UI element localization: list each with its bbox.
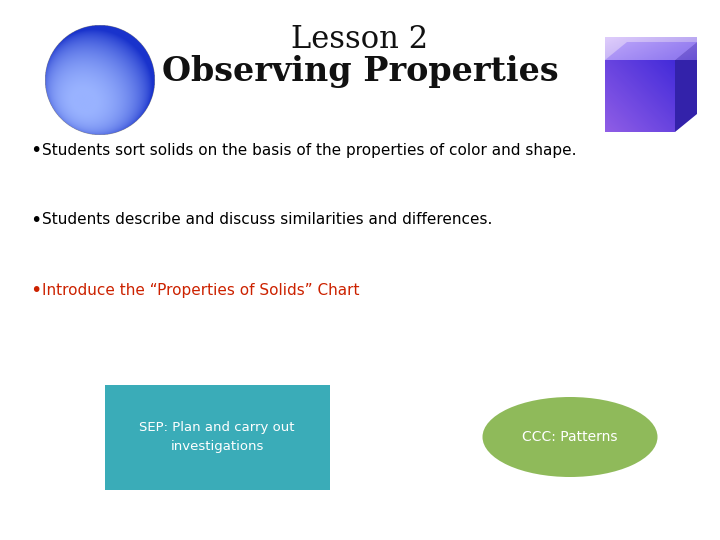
Polygon shape (605, 60, 675, 132)
Text: •: • (30, 280, 41, 300)
Text: Introduce the “Properties of Solids” Chart: Introduce the “Properties of Solids” Cha… (42, 282, 359, 298)
Text: SEP: Plan and carry out
investigations: SEP: Plan and carry out investigations (139, 421, 294, 453)
Text: CCC: Patterns: CCC: Patterns (522, 430, 618, 444)
Text: •: • (30, 140, 41, 159)
Ellipse shape (482, 397, 657, 477)
Text: Observing Properties: Observing Properties (162, 56, 558, 89)
Polygon shape (675, 42, 697, 132)
Text: Students describe and discuss similarities and differences.: Students describe and discuss similariti… (42, 213, 492, 227)
Text: Students sort solids on the basis of the properties of color and shape.: Students sort solids on the basis of the… (42, 143, 577, 158)
FancyBboxPatch shape (105, 385, 330, 490)
Text: •: • (30, 211, 41, 229)
Polygon shape (605, 42, 697, 60)
Text: Lesson 2: Lesson 2 (292, 24, 428, 56)
